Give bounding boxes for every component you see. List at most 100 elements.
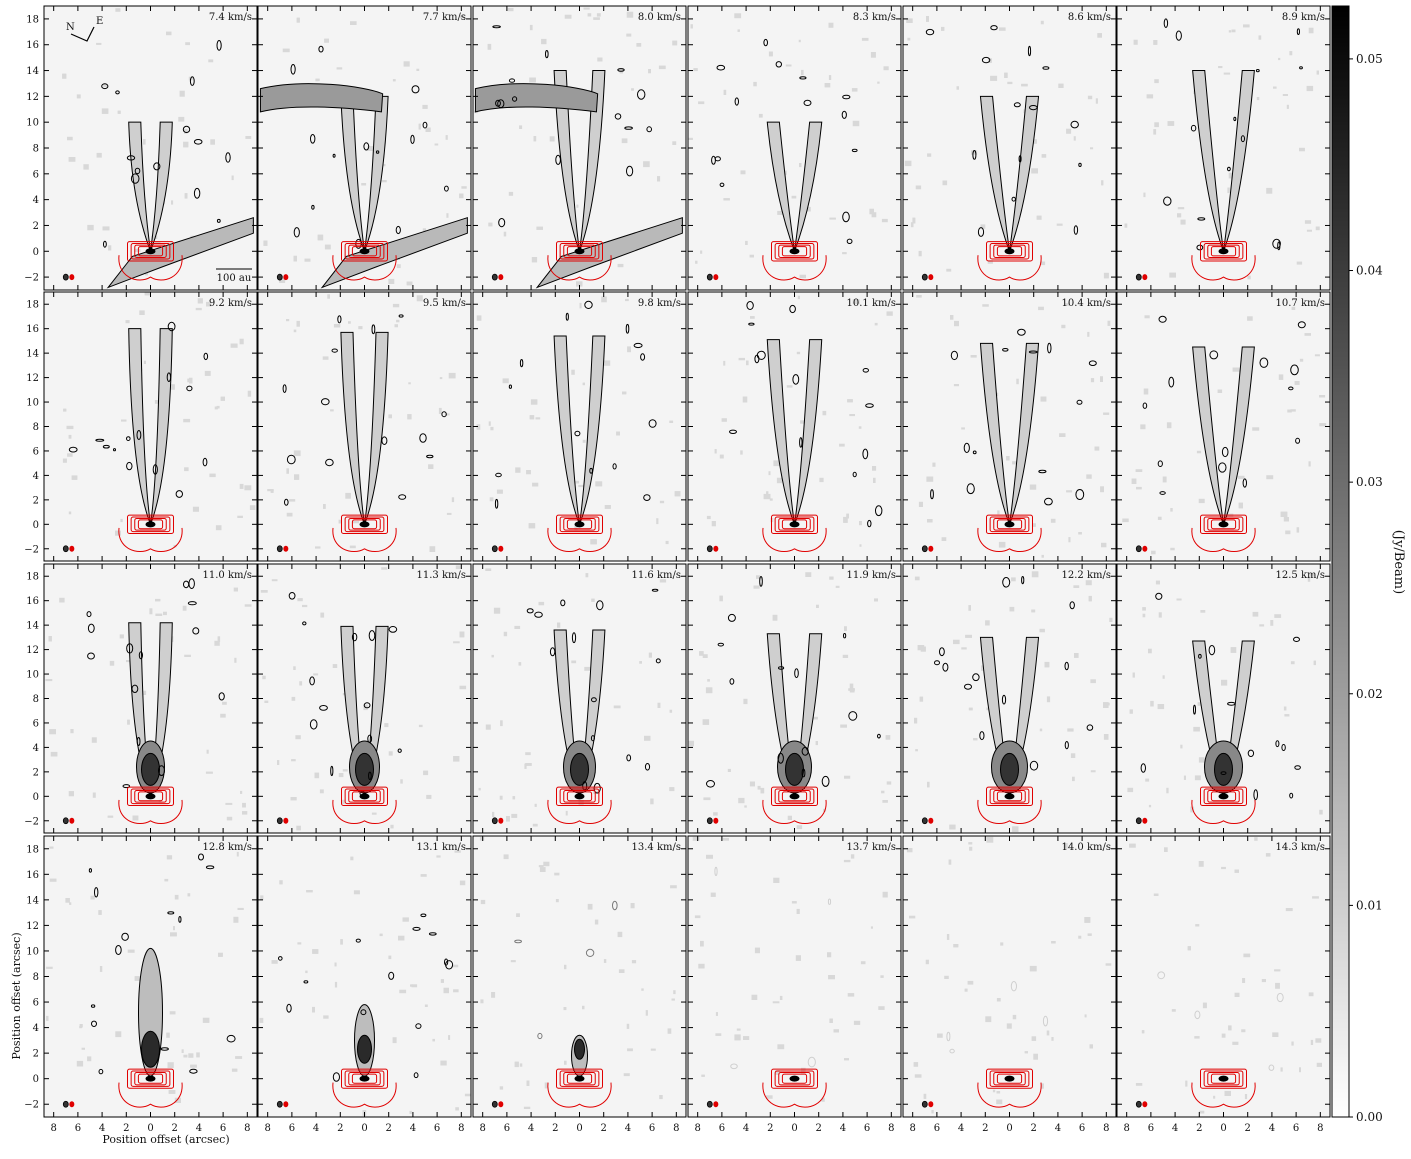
contour-island bbox=[1021, 576, 1025, 585]
noise-speck bbox=[1067, 728, 1074, 732]
noise-speck bbox=[722, 838, 729, 841]
noise-speck bbox=[672, 40, 678, 46]
noise-speck bbox=[182, 605, 187, 611]
noise-speck bbox=[1234, 992, 1240, 997]
contour-island bbox=[1070, 120, 1079, 129]
noise-speck bbox=[593, 790, 600, 794]
noise-speck bbox=[453, 756, 460, 762]
contour-island bbox=[203, 352, 209, 361]
y-tick-label: −2 bbox=[24, 816, 39, 827]
noise-speck bbox=[1194, 1036, 1200, 1039]
noise-speck bbox=[286, 468, 289, 474]
contour-island bbox=[368, 771, 372, 780]
noise-speck bbox=[291, 696, 296, 701]
velocity-label: 9.5 km/s bbox=[423, 298, 466, 309]
noise-speck bbox=[1230, 647, 1237, 653]
noise-speck bbox=[815, 741, 818, 746]
noise-speck bbox=[688, 740, 694, 747]
noise-speck bbox=[499, 1086, 504, 1090]
noise-speck bbox=[1319, 423, 1327, 427]
contour-island bbox=[1268, 1064, 1275, 1071]
disk-contour bbox=[1203, 1070, 1244, 1087]
noise-speck bbox=[293, 666, 296, 670]
noise-speck bbox=[187, 378, 193, 383]
panel-ticks bbox=[903, 564, 1116, 833]
y-tick-label: 14 bbox=[26, 66, 39, 77]
contour-island bbox=[508, 78, 516, 83]
noise-speck bbox=[1148, 804, 1152, 808]
beam-ellipse bbox=[921, 1100, 928, 1108]
x-tick-label: 6 bbox=[864, 1123, 870, 1134]
noise-speck bbox=[350, 856, 354, 861]
noise-speck bbox=[1088, 595, 1092, 602]
outflow-limb bbox=[1009, 95, 1040, 252]
y-tick-label: 8 bbox=[33, 694, 39, 705]
noise-speck bbox=[973, 738, 978, 741]
scale-bar-label: 100 au bbox=[217, 273, 252, 284]
panel-ticks bbox=[258, 836, 471, 1117]
contour-island bbox=[98, 1068, 104, 1075]
noise-speck bbox=[996, 1091, 1001, 1094]
disk-contour bbox=[1203, 516, 1244, 533]
noise-speck bbox=[240, 790, 243, 794]
noise-speck bbox=[1231, 29, 1236, 33]
disk-contours bbox=[332, 1068, 397, 1108]
contour-island bbox=[371, 324, 376, 335]
contour-island bbox=[972, 673, 980, 682]
x-tick-label: 6 bbox=[1293, 1123, 1299, 1134]
disk-contour bbox=[556, 514, 603, 534]
outflow-limb bbox=[340, 331, 365, 525]
noise-speck bbox=[882, 891, 888, 898]
contour-island bbox=[942, 662, 949, 672]
contour-island bbox=[585, 948, 595, 958]
contour-island bbox=[419, 433, 427, 443]
noise-speck bbox=[503, 854, 509, 860]
noise-speck bbox=[206, 301, 212, 307]
contour-island bbox=[186, 385, 193, 392]
contour-island bbox=[651, 588, 659, 592]
channel-panel: 12.2 km/s bbox=[902, 563, 1117, 834]
x-tick-label: 8 bbox=[479, 1123, 485, 1134]
disk-contour bbox=[771, 786, 818, 806]
noise-speck bbox=[631, 960, 637, 964]
noise-speck bbox=[1299, 147, 1305, 152]
velocity-label: 7.4 km/s bbox=[209, 12, 252, 23]
noise-speck bbox=[844, 1058, 849, 1061]
noise-speck bbox=[916, 295, 922, 298]
panel-ticks bbox=[688, 564, 901, 833]
contour-island bbox=[1159, 491, 1166, 495]
x-tick-label: 8 bbox=[1123, 1123, 1129, 1134]
noise-speck bbox=[392, 1037, 397, 1044]
contour-island bbox=[1064, 661, 1069, 671]
noise-speck bbox=[727, 768, 731, 772]
noise-speck bbox=[184, 467, 189, 472]
noise-speck bbox=[519, 1063, 523, 1067]
emission-peak bbox=[1000, 752, 1019, 786]
noise-speck bbox=[772, 1001, 780, 1004]
beam-ellipse bbox=[491, 1100, 498, 1108]
noise-speck bbox=[1287, 409, 1292, 413]
noise-speck bbox=[1274, 969, 1281, 972]
disk-contour bbox=[130, 243, 171, 260]
noise-speck bbox=[1107, 320, 1111, 326]
noise-speck bbox=[293, 329, 297, 333]
noise-speck bbox=[954, 320, 959, 327]
noise-speck bbox=[673, 990, 676, 995]
disk-contour bbox=[130, 1070, 171, 1087]
x-tick-label: 4 bbox=[1269, 1123, 1275, 1134]
noise-speck bbox=[843, 516, 848, 523]
noise-speck bbox=[849, 683, 854, 690]
contour-island bbox=[413, 1072, 419, 1079]
noise-speck bbox=[578, 484, 585, 488]
noise-speck bbox=[249, 505, 256, 510]
noise-speck bbox=[1031, 1036, 1037, 1041]
noise-speck bbox=[1124, 223, 1128, 228]
contour-island bbox=[1255, 69, 1260, 73]
disk-contours bbox=[1191, 1068, 1256, 1108]
noise-speck bbox=[1095, 98, 1098, 104]
noise-speck bbox=[215, 525, 222, 531]
contour-island bbox=[950, 350, 959, 361]
noise-speck bbox=[1285, 530, 1291, 535]
noise-speck bbox=[881, 218, 888, 223]
noise-speck bbox=[173, 926, 175, 931]
